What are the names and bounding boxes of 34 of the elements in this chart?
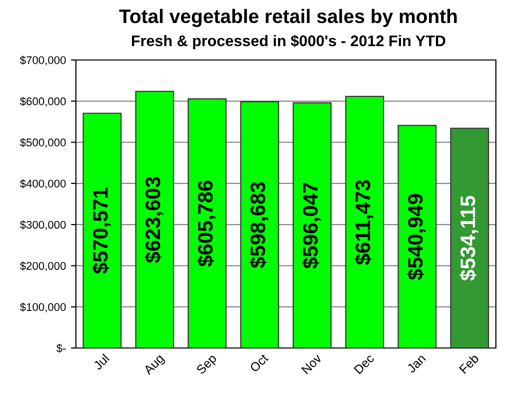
data-label: $540,949 (407, 194, 426, 280)
x-tick-label: Jan (406, 354, 426, 374)
bar (450, 128, 490, 348)
bar (188, 98, 227, 348)
x-tick-label: Dec (354, 353, 375, 374)
x-tick-label: Feb (458, 353, 480, 374)
x-tick-label: Oct (249, 353, 269, 373)
chart-subtitle: Fresh & processed in $000's - 2012 Fin YTD (132, 34, 446, 50)
y-tick-label: $700,000 (20, 56, 66, 66)
data-label: $623,603 (144, 177, 164, 263)
data-label: $598,683 (250, 182, 268, 268)
x-tick-label: Jul (92, 353, 110, 371)
y-tick-label: $400,000 (20, 179, 66, 189)
data-label: $611,473 (354, 180, 374, 265)
bar (82, 112, 122, 348)
bar (398, 124, 437, 348)
data-label: $570,571 (92, 188, 111, 274)
y-tick-label: $200,000 (20, 262, 66, 272)
y-tick-label: $300,000 (20, 220, 66, 230)
x-tick-label: Sep (196, 353, 219, 376)
data-label: $605,786 (197, 180, 216, 267)
data-label: $534,115 (460, 196, 478, 281)
y-tick-label: $500,000 (20, 138, 66, 148)
x-tick-label: Nov (301, 353, 322, 374)
bar (292, 102, 332, 348)
y-tick-label: $100,000 (20, 302, 66, 312)
chart-title: Total vegetable retail sales by month (119, 8, 457, 28)
y-tick-label: $- (56, 344, 66, 353)
x-tick-label: Aug (143, 354, 166, 377)
bar (240, 101, 280, 348)
y-tick-label: $600,000 (20, 96, 66, 107)
bar (135, 90, 174, 348)
bar (345, 96, 384, 348)
data-label: $596,047 (302, 182, 321, 269)
